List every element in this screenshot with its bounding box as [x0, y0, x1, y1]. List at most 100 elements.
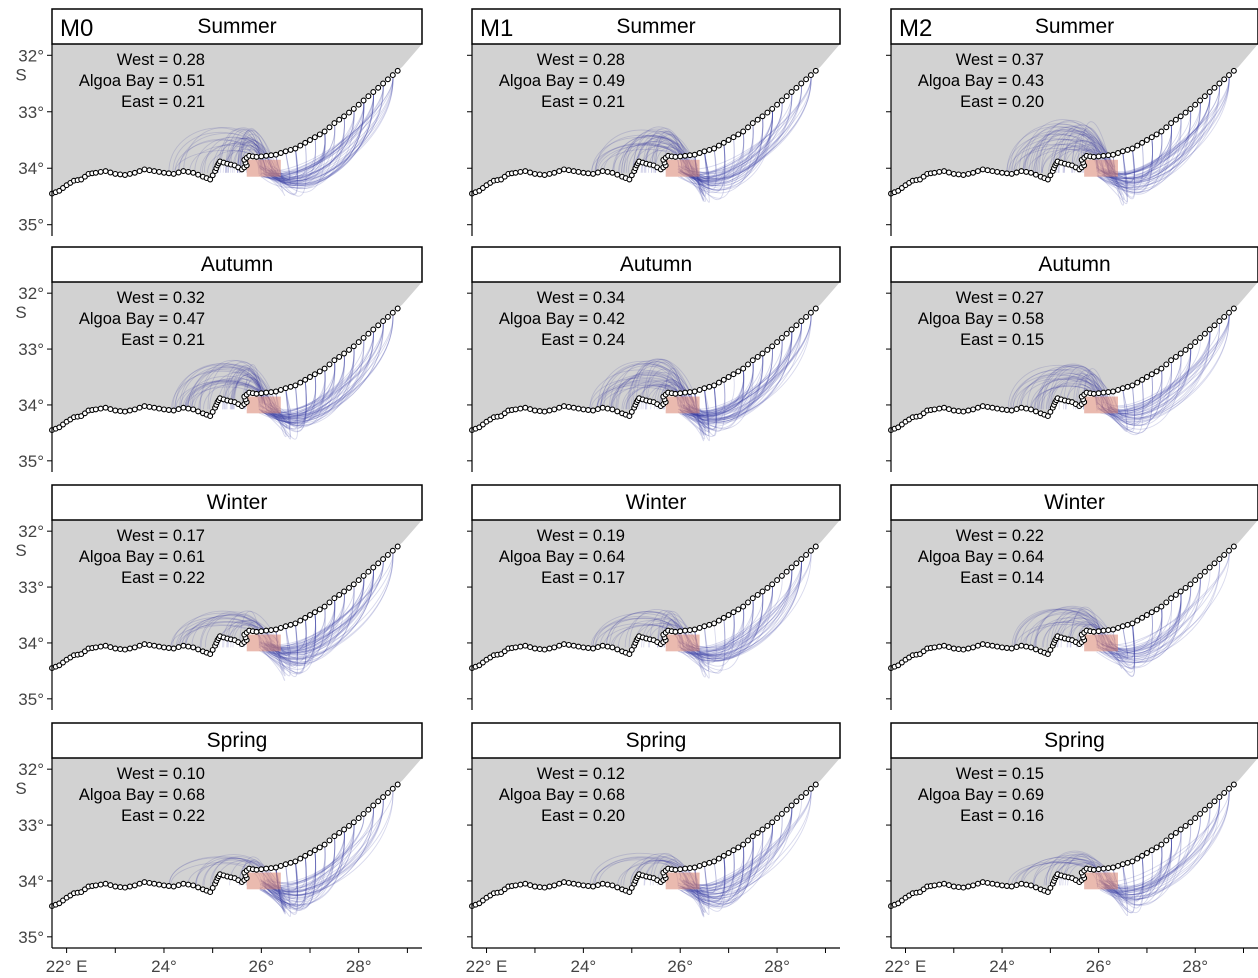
site-marker [517, 168, 524, 175]
connection-arc [679, 83, 802, 178]
site-marker [807, 309, 814, 316]
site-marker [1134, 855, 1141, 862]
connection-arc [692, 584, 773, 649]
connection-arc [681, 584, 773, 656]
site-marker [1115, 624, 1121, 631]
connection-arc [270, 108, 355, 175]
site-marker [311, 609, 318, 616]
site-marker [999, 169, 1006, 176]
connection-arc [1098, 584, 1191, 655]
connection-arc [259, 388, 291, 430]
connection-arc [1103, 813, 1201, 894]
connection-arc [1106, 100, 1201, 180]
site-marker [965, 170, 972, 177]
connection-arc [261, 788, 394, 896]
site-marker [1201, 806, 1208, 813]
panel-header [890, 484, 1258, 521]
site-marker [556, 404, 563, 411]
connection-arc [1104, 346, 1191, 415]
site-marker [955, 884, 962, 891]
site-marker [517, 405, 524, 412]
connection-arc [692, 321, 802, 414]
connection-arc [1102, 75, 1230, 180]
site-marker [551, 882, 558, 889]
land-area [472, 758, 840, 907]
connection-arc [272, 91, 374, 173]
connection-arc [1100, 844, 1163, 896]
y-unit-label: S [15, 65, 26, 84]
connection-arc [272, 617, 307, 675]
connection-arc [1034, 376, 1103, 411]
connection-arc [1071, 133, 1116, 176]
connection-arc [680, 337, 783, 421]
connection-arc [686, 844, 745, 902]
connection-arc [269, 346, 355, 426]
connection-arc [261, 584, 355, 659]
connection-arc [678, 329, 793, 416]
site-marker [745, 124, 751, 131]
site-marker [979, 879, 986, 886]
site-marker [1168, 595, 1175, 602]
connection-arc [589, 369, 688, 410]
connection-arc [681, 591, 764, 662]
connection-arc [261, 100, 365, 185]
connection-arc [1107, 329, 1211, 417]
connection-arc [226, 366, 263, 410]
connection-arc [168, 856, 279, 886]
connection-arc [677, 606, 745, 655]
connection-arc [632, 358, 689, 412]
site-marker [628, 172, 635, 179]
connection-arc [687, 385, 717, 430]
site-marker [677, 390, 684, 397]
y-tick-label: 34° [18, 634, 44, 653]
connection-arc [687, 822, 773, 894]
site-marker [711, 620, 718, 627]
connection-arc [632, 126, 685, 173]
site-marker [389, 72, 396, 79]
connection-arc [678, 612, 735, 667]
site-marker [626, 651, 633, 658]
connection-arc [265, 598, 336, 664]
connection-arc [685, 559, 802, 652]
site-marker [517, 643, 524, 650]
site-marker [565, 403, 572, 410]
algoa-bay-release-box [1084, 396, 1118, 414]
connection-arc [258, 617, 307, 675]
connection-arc [680, 388, 710, 433]
connection-arc [597, 361, 694, 410]
site-marker [931, 406, 938, 413]
connection-arc [270, 861, 299, 892]
site-marker [974, 880, 981, 887]
site-marker [268, 627, 275, 634]
connection-arc [1109, 575, 1201, 647]
site-marker [1028, 406, 1034, 413]
connection-arc [264, 329, 374, 419]
connectivity-label-east: East = 0.20 [960, 93, 1044, 111]
site-marker [394, 781, 401, 788]
site-marker [672, 628, 679, 635]
site-marker [350, 105, 357, 112]
connection-arc [273, 388, 292, 418]
site-marker [580, 169, 587, 176]
x-tick-label: 26° [667, 957, 693, 976]
connection-arc [1105, 797, 1220, 890]
site-marker [311, 134, 318, 141]
connection-arc [677, 108, 773, 182]
y-tick-label: 32° [18, 284, 44, 303]
site-marker [604, 405, 611, 412]
y-tick-label: 34° [18, 396, 44, 415]
connection-arc [261, 829, 345, 899]
site-marker [331, 120, 338, 127]
y-tick-label: 33° [18, 816, 44, 835]
connection-arc [171, 370, 272, 410]
site-marker [1221, 76, 1228, 83]
connection-arc [681, 855, 726, 892]
site-marker [715, 617, 722, 624]
site-marker [146, 167, 153, 174]
connection-arc [683, 559, 802, 659]
connection-arc [1102, 360, 1172, 424]
connection-arc [683, 567, 793, 655]
connection-arc [1104, 137, 1153, 191]
site-marker [1134, 379, 1141, 386]
